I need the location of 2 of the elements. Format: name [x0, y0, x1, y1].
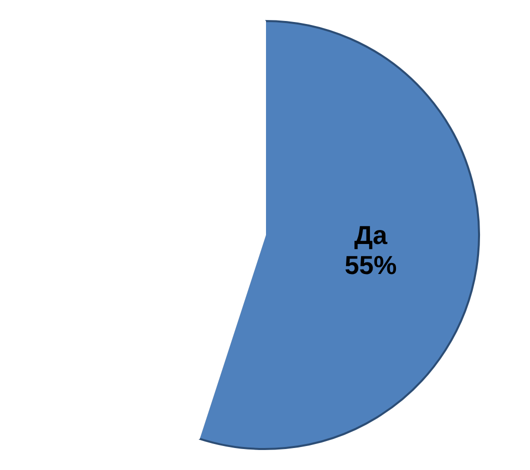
- data-label: 55%: [344, 250, 397, 280]
- slice-label: Да: [354, 220, 388, 250]
